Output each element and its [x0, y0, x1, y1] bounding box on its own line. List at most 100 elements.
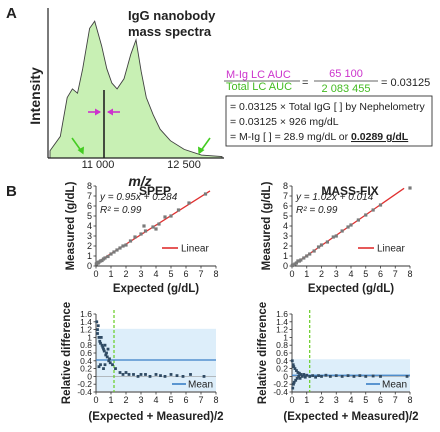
panel-a-label: A: [6, 5, 17, 22]
data-point: [331, 235, 335, 239]
x-tick-label: 8: [407, 395, 412, 405]
x-tick-label: 7: [198, 269, 203, 279]
r-squared: R² = 0.99: [100, 205, 142, 216]
y-axis-label: Measured (g/dL): [261, 181, 273, 270]
x-tick-label: 2: [123, 395, 128, 405]
spectrum-area: [49, 20, 223, 159]
x-axis-label: (Expected + Measured)/2: [283, 411, 418, 423]
legend-label: Mean: [188, 380, 213, 391]
data-point: [102, 367, 105, 370]
data-point: [163, 375, 167, 378]
data-point: [102, 347, 105, 351]
calc-line1: = 0.03125 × Total IgG [ ] by Nephelometr…: [230, 101, 426, 113]
x-tick-label: 4: [153, 395, 158, 405]
data-point: [334, 374, 338, 378]
data-point: [114, 367, 117, 370]
x-tick-label: 5: [168, 395, 173, 405]
data-point: [187, 201, 191, 205]
data-point: [305, 254, 309, 258]
x-tick-label: 5: [363, 395, 368, 405]
data-point: [311, 374, 315, 378]
x-tick-label: 0: [289, 269, 294, 279]
y-tick-label: 1.6: [80, 309, 92, 319]
data-point: [142, 224, 146, 228]
data-point: [106, 254, 110, 259]
data-point: [300, 375, 304, 378]
data-point: [124, 371, 128, 374]
mass-spectrum: [47, 8, 224, 159]
data-point: [144, 373, 147, 376]
y-tick-label: 1.4: [80, 317, 92, 327]
data-point: [109, 252, 113, 256]
data-point: [99, 341, 102, 345]
data-point: [320, 375, 323, 378]
data-point: [299, 258, 303, 262]
data-point: [356, 218, 360, 222]
panel-a: A Intensity IgG nanobody mass spectra 11…: [6, 5, 433, 189]
y-tick-label: 0: [283, 371, 288, 381]
legend-label: Linear: [181, 244, 209, 255]
data-point: [328, 375, 332, 378]
y-tick-label: 8: [283, 181, 288, 191]
spectrum-title-line1: IgG nanobody: [128, 8, 216, 23]
y-tick-label: -0.4: [77, 387, 92, 397]
data-point: [136, 375, 140, 378]
y-tick-label: 3: [283, 231, 288, 241]
y-tick-label: 7: [283, 191, 288, 201]
data-point: [128, 239, 133, 243]
r-squared: R² = 0.99: [296, 205, 338, 216]
data-point: [295, 369, 298, 372]
y-tick-label: 7: [87, 191, 92, 201]
spectrum-title-line2: mass spectra: [128, 24, 212, 39]
data-point: [346, 225, 350, 229]
data-point: [105, 355, 109, 359]
calc-line3-prefix: = M-Ig [ ] = 28.9 mg/dL or: [230, 131, 351, 143]
y-tick-label: 1.4: [276, 317, 288, 327]
x-tick-label: 6: [378, 395, 383, 405]
x-tick-label: 1: [304, 269, 309, 279]
data-point: [154, 227, 158, 231]
x-tick-label: 4: [348, 269, 353, 279]
x-tick-label: 2: [319, 269, 324, 279]
data-point: [104, 353, 108, 357]
x-tick-label: 7: [198, 395, 203, 405]
data-point: [340, 375, 344, 378]
total-lc-auc-label: Total LC AUC: [226, 81, 292, 93]
data-point: [316, 245, 321, 249]
data-point: [314, 375, 317, 379]
data-point: [99, 363, 102, 367]
data-point: [408, 186, 412, 190]
data-point: [154, 373, 158, 376]
data-point: [349, 223, 353, 227]
x-tick-label: 8: [407, 269, 412, 279]
data-point: [302, 373, 306, 376]
data-point: [291, 363, 295, 367]
data-point: [96, 328, 99, 331]
data-point: [324, 373, 328, 377]
y-tick-label: 0.8: [276, 340, 288, 350]
data-point: [292, 365, 296, 369]
data-point: [203, 192, 208, 196]
data-point: [108, 361, 112, 365]
data-point: [108, 357, 111, 361]
data-point: [159, 374, 162, 378]
data-point: [176, 208, 181, 212]
data-point: [139, 373, 143, 376]
x-tick-label: 7: [393, 395, 398, 405]
y-tick-label: 1: [87, 251, 92, 261]
data-point: [312, 249, 316, 253]
data-point: [97, 336, 101, 339]
data-point: [297, 371, 301, 375]
ratio-equals: =: [302, 77, 308, 89]
data-point: [189, 373, 192, 376]
y-tick-label: 4: [283, 221, 288, 231]
data-point: [105, 351, 108, 355]
y-tick-label: 8: [87, 181, 92, 191]
chart-title: SPEP: [139, 184, 171, 198]
y-tick-label: 1: [283, 332, 288, 342]
x-tick-label: 3: [138, 395, 143, 405]
data-point: [308, 375, 312, 378]
